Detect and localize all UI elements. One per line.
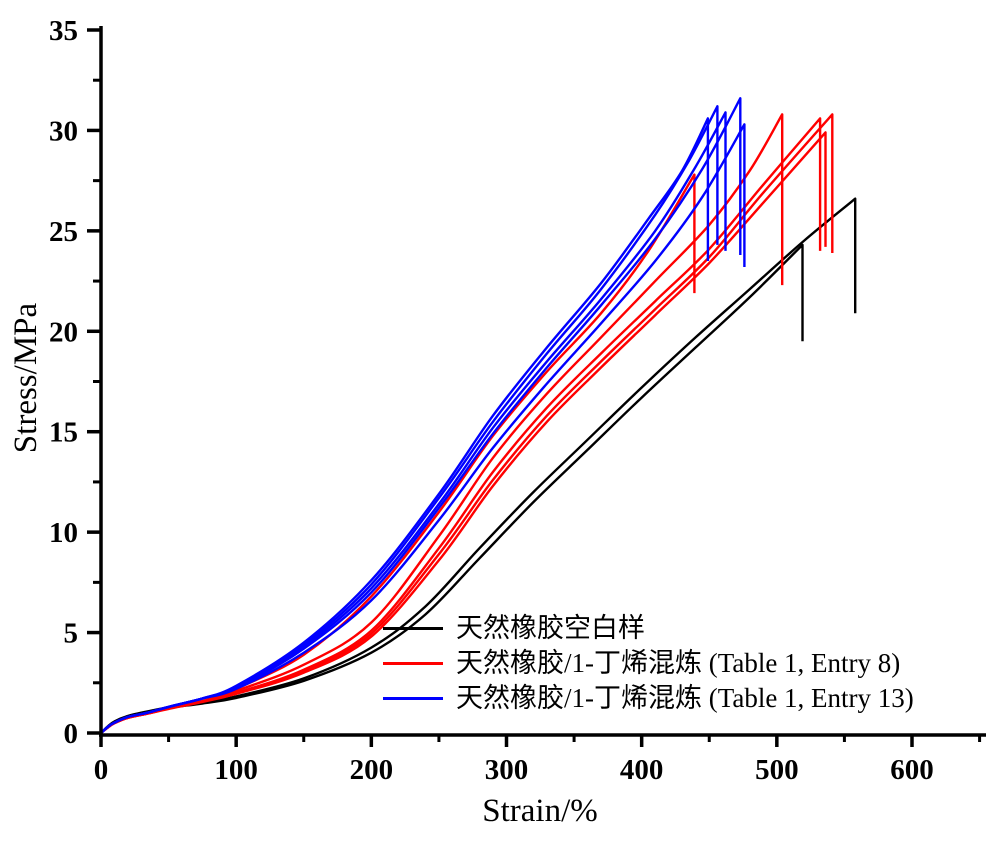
legend-item-blank-sample: 天然橡胶空白样 bbox=[383, 611, 914, 646]
legend-label: 天然橡胶空白样 bbox=[456, 613, 645, 643]
y-tick-label: 30 bbox=[49, 115, 78, 147]
x-tick-label: 100 bbox=[214, 754, 258, 786]
y-tick-label: 5 bbox=[64, 618, 79, 650]
y-tick-label: 10 bbox=[49, 517, 78, 549]
x-tick-label: 600 bbox=[890, 754, 934, 786]
legend-swatch-black-line bbox=[383, 627, 443, 630]
legend-item-entry-13: 天然橡胶/1-丁烯混炼 (Table 1, Entry 13) bbox=[383, 681, 914, 716]
x-tick-label: 0 bbox=[94, 754, 109, 786]
x-axis-title: Strain/% bbox=[482, 793, 598, 829]
x-tick-label: 500 bbox=[755, 754, 799, 786]
legend: 天然橡胶空白样 天然橡胶/1-丁烯混炼 (Table 1, Entry 8) 天… bbox=[383, 611, 914, 716]
legend-swatch-blue-line bbox=[383, 697, 443, 700]
legend-swatch-red-line bbox=[383, 662, 443, 665]
series-curve-2-4 bbox=[100, 123, 746, 734]
legend-label: 天然橡胶/1-丁烯混炼 (Table 1, Entry 8) bbox=[456, 648, 901, 678]
legend-item-entry-8: 天然橡胶/1-丁烯混炼 (Table 1, Entry 8) bbox=[383, 646, 914, 681]
x-tick-label: 400 bbox=[620, 754, 664, 786]
y-tick-label: 20 bbox=[49, 316, 78, 348]
x-tick-label: 200 bbox=[350, 754, 394, 786]
legend-label: 天然橡胶/1-丁烯混炼 (Table 1, Entry 13) bbox=[456, 683, 914, 713]
x-tick-label: 300 bbox=[485, 754, 529, 786]
y-tick-label: 25 bbox=[49, 216, 78, 248]
y-axis-title: Stress/MPa bbox=[8, 302, 44, 454]
y-tick-label: 15 bbox=[49, 417, 78, 449]
y-tick-label: 0 bbox=[64, 718, 79, 750]
y-tick-label: 35 bbox=[49, 15, 78, 47]
